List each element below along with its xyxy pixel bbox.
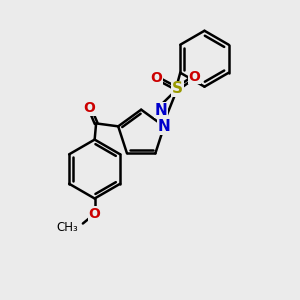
Text: O: O — [84, 101, 96, 115]
Text: N: N — [155, 103, 167, 118]
Text: CH₃: CH₃ — [56, 220, 78, 233]
Text: O: O — [89, 207, 100, 221]
Text: S: S — [172, 81, 183, 96]
Text: O: O — [188, 70, 200, 83]
Text: N: N — [158, 119, 170, 134]
Text: O: O — [150, 71, 162, 85]
